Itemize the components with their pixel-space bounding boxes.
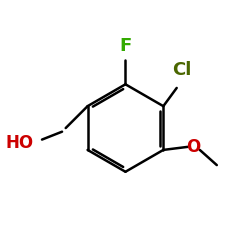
Text: O: O (186, 138, 201, 156)
Text: Cl: Cl (172, 62, 191, 80)
Text: F: F (119, 36, 132, 54)
Text: HO: HO (6, 134, 34, 152)
